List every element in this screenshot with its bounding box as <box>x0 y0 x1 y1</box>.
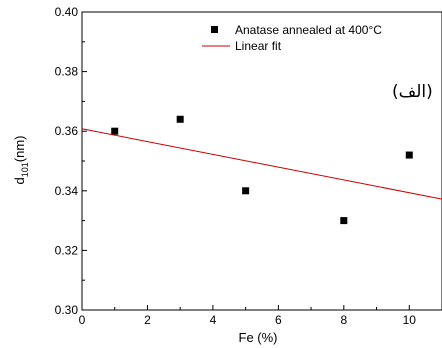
series-layer <box>81 115 442 225</box>
y-tick-label: 0.32 <box>55 243 79 257</box>
y-axis-title: d101(nm) <box>12 136 30 185</box>
legend-marker-scatter <box>211 26 218 33</box>
legend: Anatase annealed at 400°C Linear fit <box>202 23 382 53</box>
legend-label-scatter: Anatase annealed at 400°C <box>235 23 382 37</box>
fit-line <box>81 128 442 200</box>
data-point <box>405 151 413 159</box>
y-axis-title-subscript: 101 <box>20 162 30 177</box>
x-tick-label: 2 <box>144 313 151 327</box>
y-tick-label: 0.38 <box>55 65 79 79</box>
y-axis-title-main: d <box>12 177 27 184</box>
x-tick-label: 10 <box>403 313 417 327</box>
y-tick-label: 0.40 <box>55 5 79 19</box>
legend-label-fit: Linear fit <box>235 39 282 53</box>
plot-area-frame <box>81 11 442 311</box>
axis-ticks <box>81 11 410 311</box>
data-point <box>111 127 119 135</box>
data-point <box>242 187 250 195</box>
annotation-label: (الف) <box>392 82 433 102</box>
x-tick-label: 4 <box>210 313 217 327</box>
data-point <box>340 217 348 225</box>
x-tick-label: 0 <box>79 313 86 327</box>
y-tick-label: 0.30 <box>55 303 79 317</box>
axis-tick-labels: 0 2 4 6 8 10 0.30 0.32 0.34 0.36 0.38 0.40 <box>55 5 417 327</box>
y-tick-label: 0.34 <box>55 184 79 198</box>
x-tick-label: 6 <box>275 313 282 327</box>
svg-text:d101(nm): d101(nm) <box>12 136 30 185</box>
x-tick-label: 8 <box>340 313 347 327</box>
data-point <box>176 115 184 123</box>
y-tick-label: 0.36 <box>55 124 79 138</box>
x-axis-title: Fe (%) <box>239 330 278 345</box>
y-axis-title-unit: (nm) <box>12 136 27 163</box>
